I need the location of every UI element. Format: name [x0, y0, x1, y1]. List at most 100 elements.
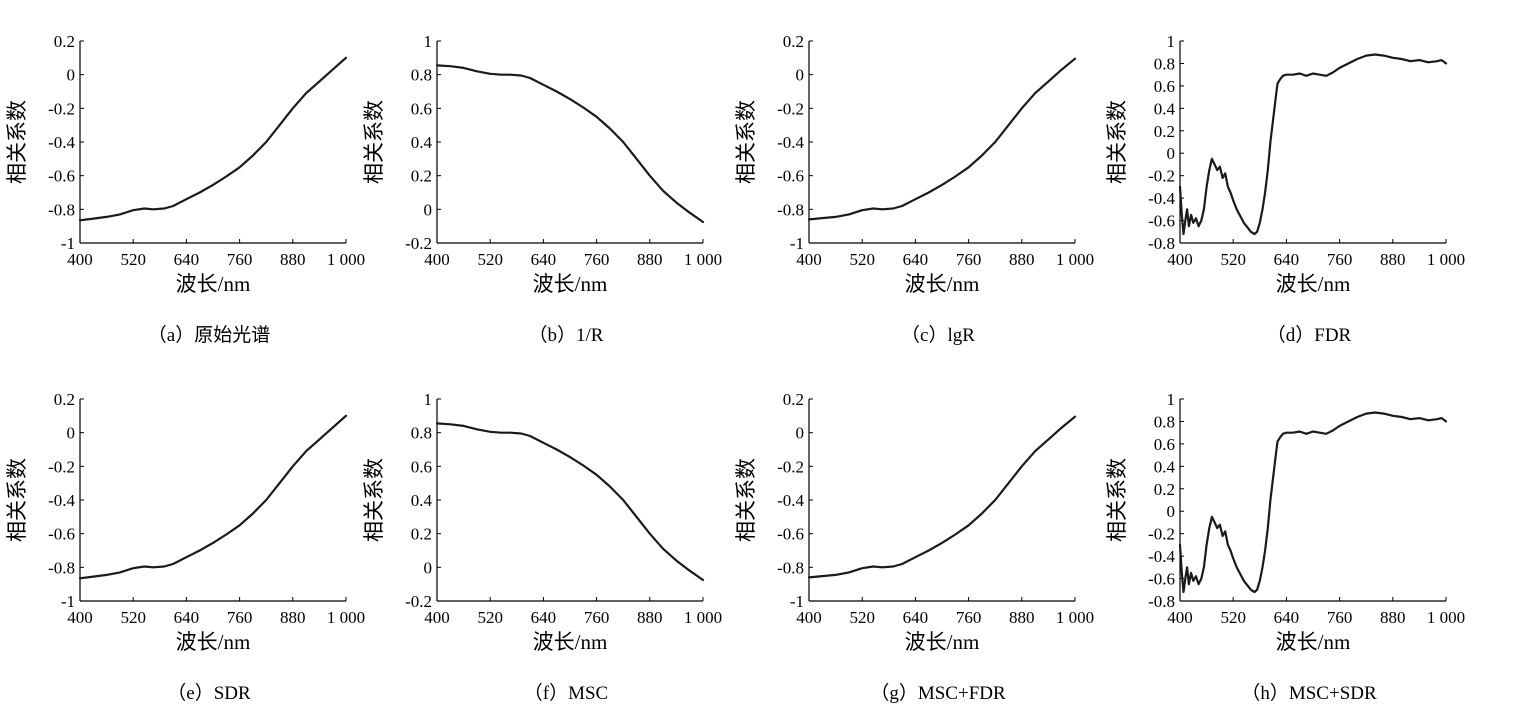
caption-text: lgR [947, 325, 975, 346]
x-tick-label: 760 [1327, 250, 1353, 269]
y-tick-label: 1 [1167, 32, 1176, 51]
y-tick-label: 0.8 [411, 66, 432, 85]
x-tick-label: 1 000 [684, 608, 722, 627]
x-tick-label: 1 000 [1427, 608, 1465, 627]
x-tick-label: 520 [120, 608, 146, 627]
y-tick-label: 0.2 [783, 32, 804, 51]
x-tick-label: 1 000 [1427, 250, 1465, 269]
y-tick-label: -0.2 [777, 99, 804, 118]
y-axis-label: 相关系数 [362, 458, 386, 542]
y-tick-label: 0.2 [783, 390, 804, 409]
y-tick-label: 0.6 [1154, 77, 1175, 96]
caption-text: 1/R [576, 325, 604, 346]
y-tick-label: -0.6 [48, 525, 75, 544]
y-tick-label: -0.8 [48, 558, 75, 577]
chart-caption: （h）MSC+SDR [1241, 682, 1377, 704]
x-tick-label: 520 [477, 608, 503, 627]
y-tick-label: 0.8 [1154, 54, 1175, 73]
x-axis-label: 波长/nm [905, 272, 980, 296]
y-tick-label: 0 [67, 66, 76, 85]
y-axis-label: 相关系数 [362, 100, 386, 184]
caption-text: SDR [214, 683, 251, 704]
y-tick-label: -0.8 [1148, 234, 1175, 253]
chart-e: 400 520 640 760 880 1 000 -1 -0.8 -0.6 -0.4 -0.2 0 0… [5, 390, 365, 704]
x-tick-label: 520 [477, 250, 503, 269]
x-tick-label: 760 [227, 608, 253, 627]
x-tick-label: 760 [956, 608, 982, 627]
y-axis-label: 相关系数 [1105, 458, 1129, 542]
x-axis-label: 波长/nm [533, 272, 608, 296]
series-line [78, 56, 348, 222]
caption-id: （e） [167, 682, 213, 704]
x-tick-label: 760 [227, 250, 253, 269]
x-tick-label: 400 [1167, 250, 1193, 269]
y-tick-label: -0.4 [48, 491, 75, 510]
chart-caption: （b）1/R [529, 324, 604, 346]
y-tick-label: -0.8 [777, 200, 804, 219]
y-tick-label: -0.4 [48, 133, 75, 152]
series-line [1178, 53, 1448, 236]
y-tick-label: -0.8 [1148, 592, 1175, 611]
y-tick-label: 0.4 [411, 133, 433, 152]
caption-id: （b） [529, 324, 577, 346]
x-tick-label: 1 000 [327, 250, 365, 269]
x-tick-label: 640 [174, 608, 200, 627]
y-tick-label: -0.6 [48, 167, 75, 186]
y-tick-label: -0.6 [777, 525, 804, 544]
y-tick-label: 0.2 [54, 390, 75, 409]
y-tick-label: -0.6 [777, 167, 804, 186]
x-tick-label: 880 [280, 608, 306, 627]
y-tick-label: 0.6 [1154, 435, 1175, 454]
chart-caption: （c）lgR [901, 324, 975, 346]
series-line [807, 57, 1077, 221]
y-tick-label: -0.2 [1148, 167, 1175, 186]
x-axis-label: 波长/nm [1276, 630, 1351, 654]
y-tick-label: 1 [424, 390, 433, 409]
caption-text: MSC [568, 683, 608, 704]
chart-caption: （d）FDR [1267, 324, 1352, 346]
x-axis-label: 波长/nm [533, 630, 608, 654]
caption-id: （a） [148, 324, 194, 346]
y-tick-label: -0.2 [405, 234, 432, 253]
y-tick-label: 1 [1167, 390, 1176, 409]
y-tick-label: 0 [1167, 502, 1176, 521]
chart-caption: （g）MSC+FDR [870, 682, 1006, 704]
chart-f: 400 520 640 760 880 1 000 -0.2 0 0.2 0.4 0.6 0.8 1 波长… [362, 390, 722, 704]
y-tick-label: 0.6 [411, 457, 432, 476]
y-axis-label: 相关系数 [5, 100, 29, 184]
x-tick-label: 880 [637, 608, 663, 627]
y-tick-label: -0.2 [777, 457, 804, 476]
x-tick-label: 1 000 [1056, 250, 1094, 269]
x-tick-label: 400 [1167, 608, 1193, 627]
y-tick-label: 0 [796, 66, 805, 85]
y-tick-label: 0.4 [1154, 457, 1176, 476]
x-axis-label: 波长/nm [176, 272, 251, 296]
x-tick-label: 400 [796, 608, 822, 627]
series-line [435, 422, 705, 582]
x-tick-label: 880 [1380, 250, 1406, 269]
series-line [807, 415, 1077, 579]
x-tick-label: 520 [1220, 608, 1246, 627]
chart-b: 400 520 640 760 880 1 000 -0.2 0 0.2 0.4 0.6 0.8 1 波长… [362, 32, 722, 346]
caption-id: （f） [524, 682, 568, 704]
y-tick-label: 0 [796, 424, 805, 443]
y-tick-label: 0 [424, 200, 433, 219]
x-tick-label: 640 [531, 608, 557, 627]
chart-g: 400 520 640 760 880 1 000 -1 -0.8 -0.6 -0.4 -0.2 0 0… [734, 390, 1094, 704]
y-tick-label: -0.4 [777, 491, 804, 510]
caption-id: （h） [1241, 682, 1289, 704]
x-tick-label: 400 [67, 608, 93, 627]
y-tick-label: 0.8 [1154, 412, 1175, 431]
y-tick-label: -0.2 [48, 99, 75, 118]
y-axis-label: 相关系数 [1105, 100, 1129, 184]
y-tick-label: -0.2 [48, 457, 75, 476]
y-tick-label: 0.2 [54, 32, 75, 51]
y-tick-label: -0.6 [1148, 212, 1175, 231]
x-axis-label: 波长/nm [1276, 272, 1351, 296]
chart-c: 400 520 640 760 880 1 000 -1 -0.8 -0.6 -0.4 -0.2 0 0… [734, 32, 1094, 346]
y-tick-label: 0.4 [411, 491, 433, 510]
caption-text: MSC+FDR [918, 683, 1006, 704]
x-tick-label: 880 [1380, 608, 1406, 627]
x-tick-label: 520 [120, 250, 146, 269]
x-tick-label: 1 000 [684, 250, 722, 269]
